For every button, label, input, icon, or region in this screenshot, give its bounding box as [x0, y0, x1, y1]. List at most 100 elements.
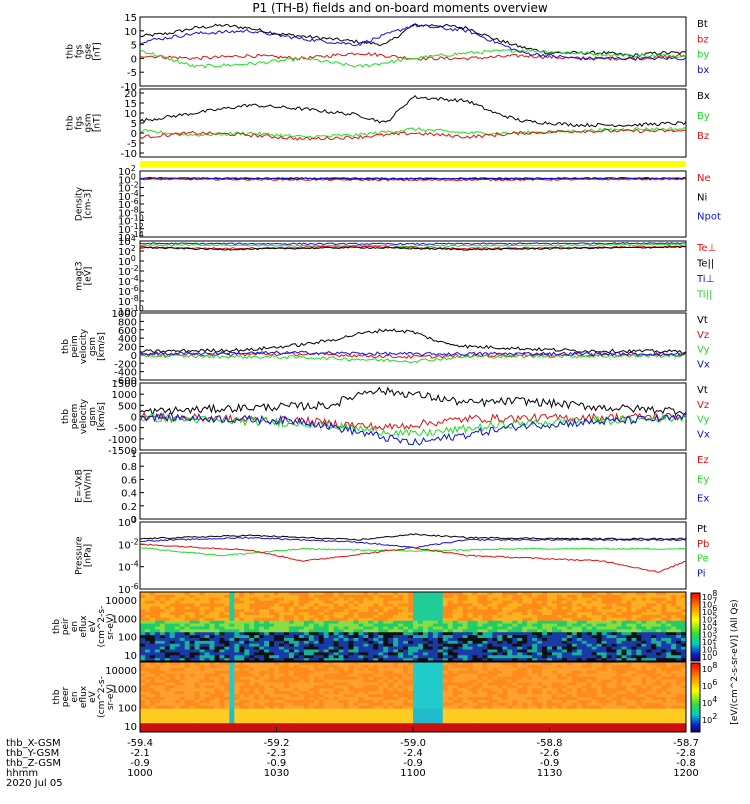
legend-peim_velocity-Vx: Vx: [697, 359, 710, 370]
legend-density-Ne: Ne: [697, 173, 711, 184]
legend-density-Npot: Npot: [697, 212, 721, 223]
ytick-label-fgs_gse: 15: [124, 13, 137, 24]
ytick-label-fgs_gse: -5: [127, 68, 137, 79]
legend-temperature-Te⊥: Te⊥: [696, 243, 716, 254]
legend-efield-Ez: Ez: [697, 455, 709, 466]
ylabel-fgs_gsm: [nT]: [93, 114, 103, 132]
ytick-label-fgs_gsm: -5: [127, 139, 137, 150]
legend-peem_velocity-Vt: Vt: [697, 385, 708, 396]
legend-fgs_gse-by: by: [697, 50, 709, 61]
xtick-label: 1000: [127, 768, 152, 779]
ylabel-fgs_gse: [nT]: [93, 42, 103, 60]
legend-efield-Ey: Ey: [697, 474, 709, 485]
legend-fgs_gse-bx: bx: [697, 65, 709, 76]
legend-fgs_gsm-Bx: Bx: [697, 91, 710, 102]
xtick-label: 1100: [400, 768, 425, 779]
series-fgs_gse-Bt: [140, 24, 686, 57]
ytick-label-fgs_gsm: -10: [121, 149, 137, 160]
legend-pressure-Pt: Pt: [697, 524, 707, 535]
ytick-label-fgs_gse: 5: [131, 41, 137, 52]
ytick-label-fgs_gsm: 15: [124, 99, 137, 110]
ytick-label-peer_spectrogram: 100: [118, 703, 137, 714]
ytick-label-fgs_gse: 0: [131, 54, 137, 65]
legend-fgs_gsm-Bz: Bz: [697, 131, 709, 142]
legend-peem_velocity-Vz: Vz: [697, 400, 709, 411]
xaxis-row-label: 2020 Jul 05: [6, 778, 63, 789]
ytick-label-peim_velocity: 1000: [112, 309, 137, 320]
ytick-label-fgs_gse: 10: [124, 27, 137, 38]
xtick-label: 1130: [537, 768, 562, 779]
colorbar-tick-lower: 108: [702, 661, 717, 674]
ytick-label-peir_spectrogram: 100: [118, 633, 137, 644]
ytick-label-peem_velocity: 1500: [112, 379, 137, 390]
colorbar-tick-lower: 104: [702, 695, 717, 708]
colorbar-lower: [691, 663, 700, 732]
ylabel-density: [cm-3]: [84, 189, 94, 219]
legend-peim_velocity-Vz: Vz: [697, 330, 709, 341]
ylabel-temperature: [eV]: [84, 267, 94, 286]
legend-temperature-Ti||: Ti||: [696, 290, 712, 301]
ytick-label-pressure: 10-4: [118, 560, 139, 574]
series-peem_velocity-Vx: [140, 413, 686, 445]
ytick-label-peer_spectrogram: 1000: [112, 685, 137, 696]
ytick-label-peem_velocity: -1000: [108, 435, 137, 446]
ytick-label-fgs_gsm: 20: [124, 89, 137, 100]
ytick-label-peir_spectrogram: 10: [124, 651, 137, 662]
colorbar-tick-lower: 106: [702, 678, 717, 691]
xtick-label: 1200: [673, 768, 698, 779]
legend-density-Ni: Ni: [697, 192, 707, 203]
ylabel-peim_velocity: [km/s]: [97, 332, 107, 361]
ytick-label-peem_velocity: 0: [131, 413, 137, 424]
series-peim_velocity-Vt: [140, 329, 686, 353]
legend-peim_velocity-Vt: Vt: [697, 315, 708, 326]
legend-peim_velocity-Vy: Vy: [697, 345, 710, 356]
ytick-label-efield: 0.4: [121, 489, 137, 500]
ytick-label-efield: 1: [131, 449, 137, 460]
legend-efield-Ex: Ex: [697, 494, 709, 505]
ytick-label-peer_spectrogram: 10000: [105, 666, 137, 677]
ytick-label-peir_spectrogram: 10000: [105, 596, 137, 607]
panel-frame-peem_velocity: [140, 383, 686, 450]
xtick-label: 1030: [264, 768, 289, 779]
legend-pressure-Pi: Pi: [697, 568, 706, 579]
status-bar: [140, 161, 686, 167]
ytick-label-fgs_gsm: 0: [131, 129, 137, 140]
legend-temperature-Te||: Te||: [696, 259, 714, 270]
ytick-label-pressure: 10-6: [118, 582, 139, 596]
panel-frame-peim_velocity: [140, 313, 686, 380]
ytick-label-peem_velocity: 1000: [112, 390, 137, 401]
ytick-label-pressure: 10-2: [118, 537, 139, 551]
ytick-label-peer_spectrogram: 10: [124, 722, 137, 733]
figure-title: P1 (TH-B) fields and on-board moments ov…: [252, 1, 548, 15]
ytick-label-fgs_gsm: 5: [131, 119, 137, 130]
ytick-label-peir_spectrogram: 1000: [112, 614, 137, 625]
legend-fgs_gsm-By: By: [697, 111, 710, 122]
legend-temperature-Ti⊥: Ti⊥: [696, 274, 714, 285]
legend-peem_velocity-Vy: Vy: [697, 415, 710, 426]
legend-pressure-Pe: Pe: [697, 554, 709, 565]
ytick-label-peem_velocity: -500: [114, 424, 137, 435]
ylabel-peem_velocity: [km/s]: [97, 402, 107, 431]
colorbar-upper: [691, 593, 700, 661]
legend-fgs_gse-Bt: Bt: [697, 19, 708, 30]
ytick-label-efield: 0.6: [121, 475, 137, 486]
legend-peem_velocity-Vx: Vx: [697, 429, 710, 440]
ytick-label-pressure: 100: [118, 515, 136, 529]
ylabel-pressure: [nPa]: [84, 544, 94, 567]
panel-frame-efield: [140, 453, 686, 519]
ytick-label-efield: 0.2: [121, 502, 137, 513]
series-peem_velocity-Vt: [140, 388, 686, 416]
colorbar-tick-lower: 102: [702, 712, 717, 725]
ytick-label-peem_velocity: 500: [118, 401, 137, 412]
legend-pressure-Pb: Pb: [697, 539, 709, 550]
ytick-label-efield: 0.8: [121, 462, 137, 473]
panel-frame-fgs_gsm: [140, 89, 686, 157]
series-fgs_gsm-Bx: [140, 96, 686, 127]
ylabel-efield: [mV/m]: [84, 469, 94, 503]
ytick-label-fgs_gsm: 10: [124, 109, 137, 120]
panel-frame-temperature: [140, 241, 686, 311]
colorbar-label: [eV/(cm^2-s-sr-eV)] (All Qs): [730, 599, 740, 724]
legend-fgs_gse-bz: bz: [697, 34, 709, 45]
